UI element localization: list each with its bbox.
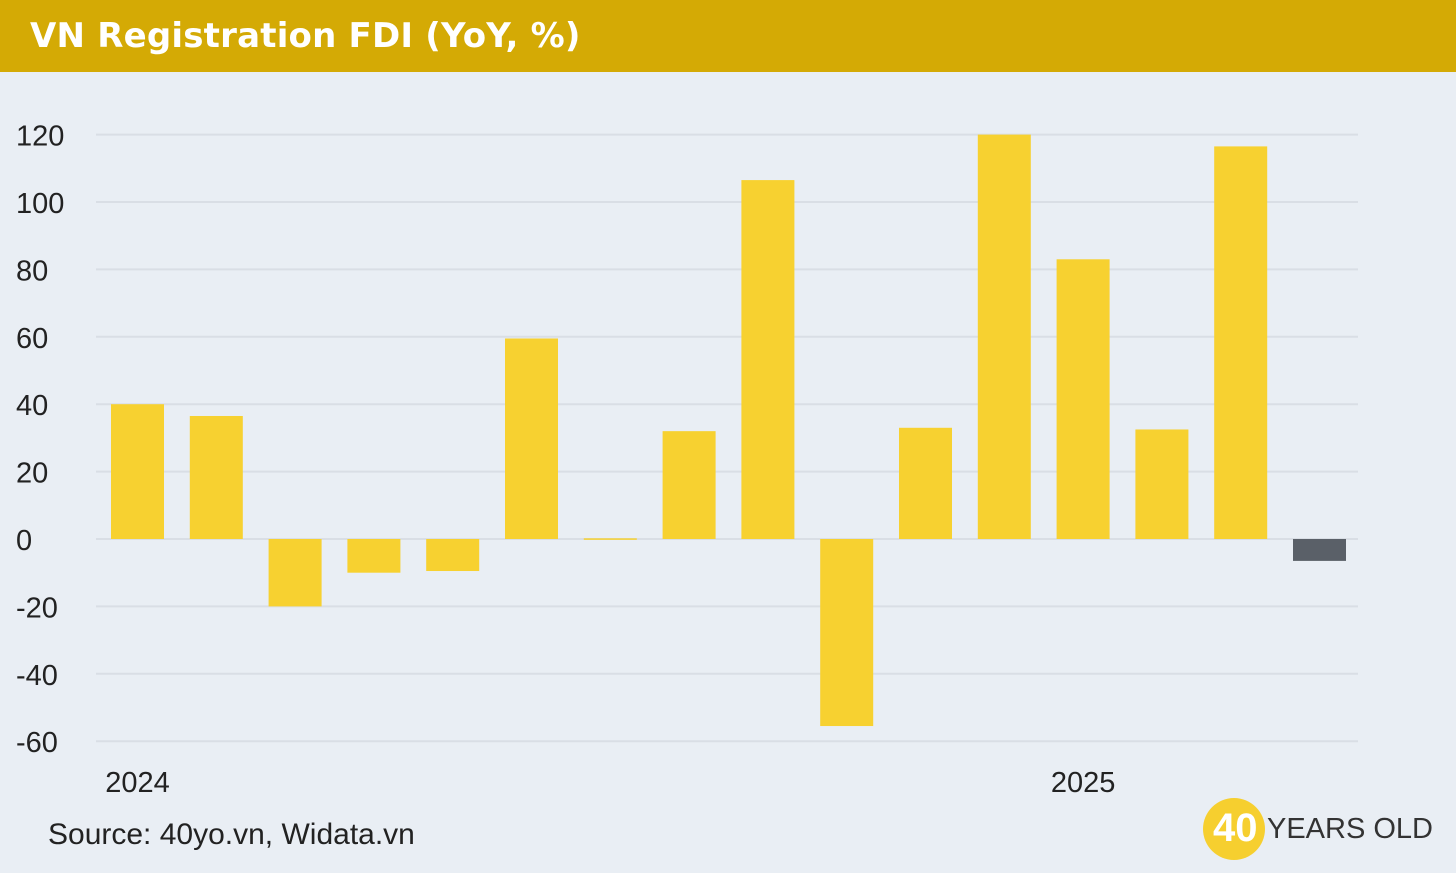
bar [189, 415, 243, 539]
bar [505, 338, 558, 539]
bar [662, 431, 716, 539]
bar [977, 134, 1031, 539]
y-tick-label: -60 [16, 727, 58, 759]
bar [1135, 429, 1189, 539]
y-tick-label: -20 [16, 592, 58, 624]
y-tick-label: 60 [16, 323, 48, 355]
bar [583, 538, 637, 540]
bars [111, 134, 1346, 727]
y-tick-label: 80 [16, 255, 48, 287]
x-axis-ticks: 2024 2025 [105, 767, 1115, 799]
logo-circle [1203, 798, 1265, 860]
chart-title: VN Registration FDI (YoY, %) [30, 16, 581, 56]
x-tick-label: 2024 [105, 767, 170, 799]
bar [1293, 539, 1346, 561]
bar [111, 404, 164, 539]
bar [899, 427, 952, 539]
bar [268, 539, 322, 607]
y-tick-label: 20 [16, 458, 48, 490]
bar [426, 539, 480, 572]
y-tick-label: 120 [16, 121, 64, 153]
y-axis-ticks: 120 100 80 60 40 20 0 -20 -40 -60 [16, 121, 64, 760]
y-tick-label: 40 [16, 390, 48, 422]
bar [820, 539, 874, 727]
bar [1056, 259, 1110, 539]
y-tick-label: 100 [16, 188, 64, 220]
chart-header: VN Registration FDI (YoY, %) [0, 0, 1456, 72]
y-tick-label: 0 [16, 525, 32, 557]
brand-logo: 40 YEARS OLD [1203, 798, 1443, 862]
bar [1214, 146, 1268, 539]
bar [347, 539, 401, 573]
x-tick-label: 2025 [1051, 767, 1116, 799]
source-note: Source: 40yo.vn, Widata.vn [48, 818, 415, 851]
y-tick-label: -40 [16, 660, 58, 692]
logo-number: 40 [1213, 806, 1258, 850]
bar [741, 180, 795, 539]
logo-text: YEARS OLD [1267, 813, 1433, 845]
